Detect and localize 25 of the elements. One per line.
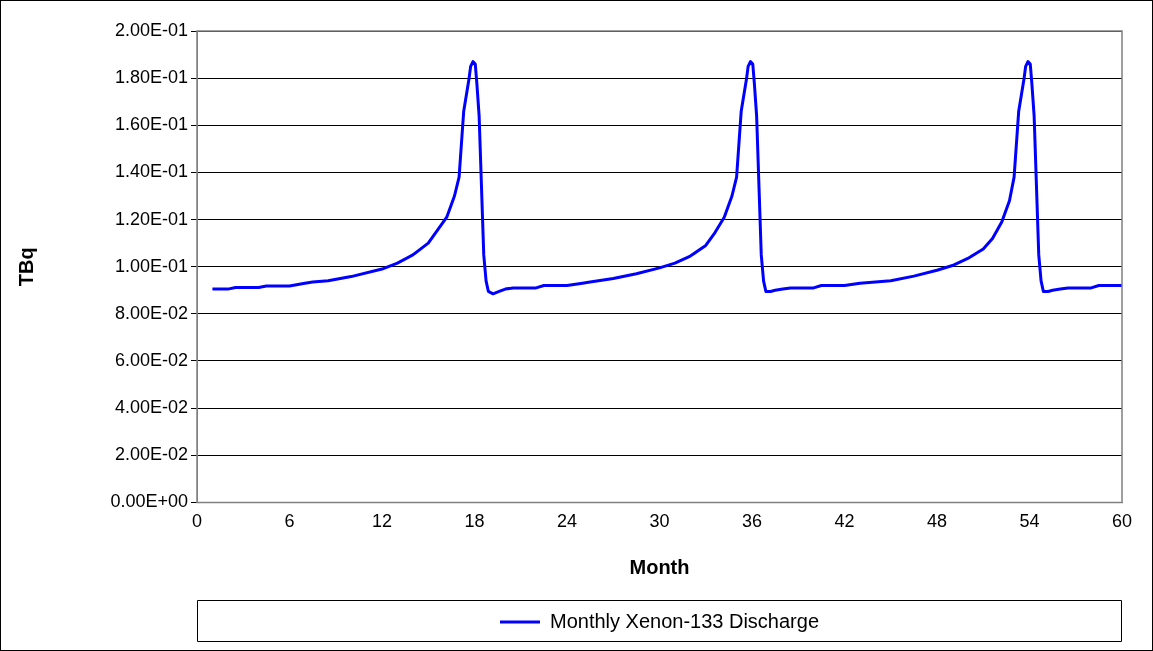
y-tick-label: 4.00E-02 <box>114 397 188 418</box>
y-tick-label: 0.00E+00 <box>110 491 188 512</box>
y-tick-label: 1.40E-01 <box>114 161 188 182</box>
x-tick-label: 36 <box>741 511 763 532</box>
y-tick-label: 2.00E-02 <box>114 444 188 465</box>
legend-label: Monthly Xenon-133 Discharge <box>549 609 820 632</box>
x-tick-label: 0 <box>191 511 203 532</box>
y-tick-label: 1.80E-01 <box>114 67 188 88</box>
x-tick-label: 12 <box>371 511 393 532</box>
y-tick-label: 8.00E-02 <box>114 302 188 323</box>
x-axis-title: Month <box>629 555 690 578</box>
x-tick-label: 6 <box>284 511 295 532</box>
x-tick-label: 60 <box>1111 511 1133 532</box>
x-tick-label: 48 <box>926 511 948 532</box>
y-axis-title: TBq <box>14 247 37 287</box>
y-tick-label: 2.00E-01 <box>114 19 188 40</box>
x-tick-label: 18 <box>464 511 485 532</box>
y-tick-label: 1.60E-01 <box>114 114 188 135</box>
y-tick-label: 1.20E-01 <box>114 208 188 229</box>
x-tick-label: 42 <box>834 511 855 532</box>
x-tick-label: 54 <box>1019 511 1040 532</box>
y-tick-label: 1.00E-01 <box>114 255 188 276</box>
x-tick-label: 30 <box>649 511 670 532</box>
y-tick-label: 6.00E-02 <box>114 349 188 370</box>
x-tick-label: 24 <box>556 511 578 532</box>
